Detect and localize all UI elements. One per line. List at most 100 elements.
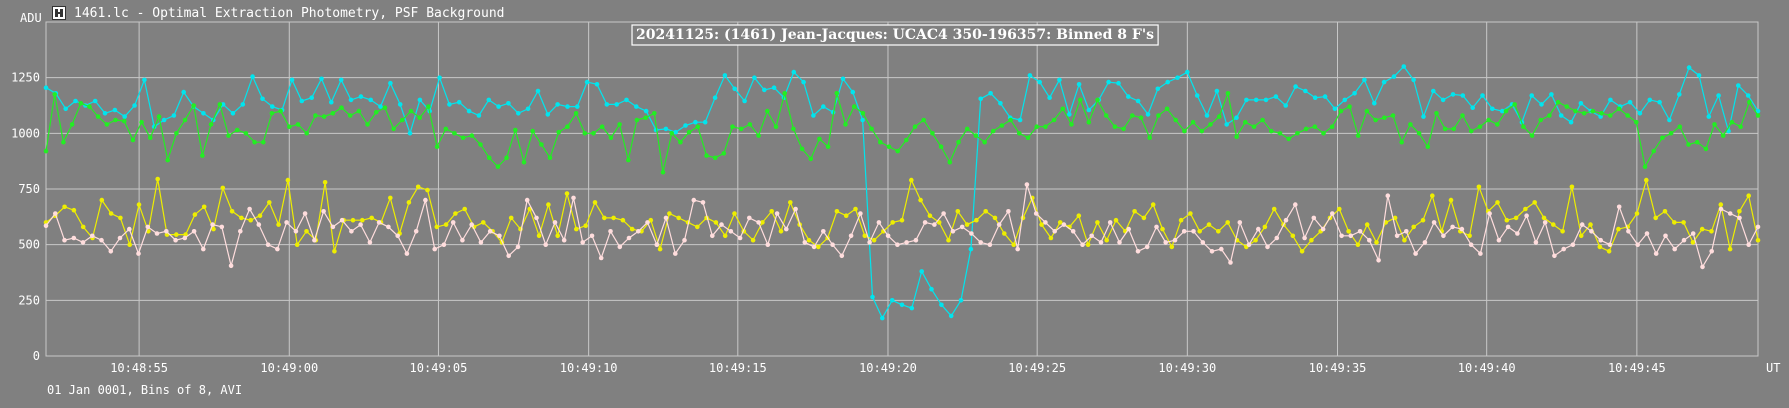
data-point: [1690, 231, 1696, 236]
data-point: [1681, 220, 1686, 225]
data-point: [1190, 119, 1196, 125]
data-point: [969, 231, 974, 236]
data-point: [774, 211, 780, 216]
data-point: [358, 222, 363, 227]
data-point: [239, 215, 244, 221]
data-point: [1662, 209, 1668, 214]
data-point: [1290, 233, 1296, 239]
data-point: [220, 185, 226, 191]
x-tick-label: 10:49:45: [1608, 361, 1666, 375]
data-point: [269, 111, 275, 116]
data-point: [260, 96, 265, 102]
data-point: [561, 237, 567, 243]
data-point: [1085, 242, 1091, 247]
data-point: [113, 117, 118, 123]
data-point: [851, 104, 857, 109]
data-point: [118, 215, 123, 221]
title-bar: 1461.lc - Optimal Extraction Photometry,…: [0, 0, 504, 26]
data-point: [1052, 229, 1057, 234]
data-point: [996, 222, 1002, 227]
data-point: [447, 102, 452, 107]
data-point: [481, 220, 486, 225]
data-point: [843, 122, 848, 127]
data-point: [1321, 131, 1326, 136]
data-point: [1204, 113, 1210, 118]
data-point: [860, 117, 865, 123]
data-point: [1718, 206, 1724, 212]
data-point: [938, 144, 944, 149]
data-point: [1224, 122, 1229, 127]
data-point: [1597, 244, 1603, 250]
data-point: [43, 85, 49, 90]
data-point: [788, 200, 793, 205]
data-point: [614, 102, 619, 107]
data-point: [294, 242, 300, 247]
data-point: [565, 124, 570, 129]
data-point: [1686, 65, 1692, 70]
data-point: [1564, 104, 1570, 109]
data-point: [1755, 108, 1761, 114]
data-point: [1737, 215, 1742, 221]
data-point: [1311, 215, 1317, 221]
data-point: [1542, 220, 1548, 225]
data-point: [778, 229, 784, 234]
data-point: [1499, 108, 1505, 114]
data-point: [1332, 106, 1338, 112]
data-point: [1515, 231, 1520, 236]
data-point: [1293, 202, 1298, 207]
data-point: [964, 222, 970, 227]
data-point: [1513, 215, 1519, 221]
data-point: [1598, 237, 1603, 243]
data-point: [386, 224, 391, 230]
data-point: [1647, 97, 1653, 103]
data-point: [1448, 197, 1454, 203]
data-point: [1246, 242, 1252, 247]
data-point: [719, 222, 724, 227]
data-point: [1490, 106, 1495, 112]
data-point: [843, 213, 849, 218]
data-point: [629, 226, 635, 232]
data-point: [478, 142, 483, 147]
data-point: [1015, 246, 1020, 252]
data-point: [1451, 126, 1457, 132]
data-point: [584, 79, 590, 85]
data-point: [895, 242, 900, 247]
data-point: [1024, 182, 1030, 187]
data-point: [840, 76, 846, 82]
data-point: [1373, 117, 1378, 123]
data-point: [839, 253, 845, 259]
data-point: [871, 237, 877, 243]
data-point: [413, 229, 419, 234]
data-point: [573, 111, 579, 116]
data-point: [1067, 112, 1072, 117]
data-point: [552, 220, 558, 225]
data-point: [1402, 237, 1407, 243]
data-point: [360, 217, 365, 223]
data-point: [1002, 231, 1007, 236]
data-point: [1150, 202, 1156, 207]
data-point: [747, 215, 752, 221]
x-tick-label: 10:49:25: [1008, 361, 1066, 375]
data-point: [1626, 229, 1631, 234]
data-point: [1008, 117, 1013, 123]
data-point: [1132, 209, 1137, 214]
data-point: [1727, 211, 1733, 216]
data-point: [1570, 242, 1576, 247]
data-point: [1303, 126, 1309, 132]
data-point: [895, 148, 900, 154]
data-point: [250, 74, 255, 79]
data-point: [1302, 235, 1307, 241]
data-point: [1312, 124, 1318, 129]
data-point: [1256, 226, 1261, 232]
data-point: [148, 135, 153, 141]
data-point: [200, 153, 205, 158]
data-point: [516, 111, 521, 116]
data-point: [1635, 242, 1640, 247]
data-point: [1095, 97, 1100, 103]
data-point: [927, 213, 933, 218]
data-point: [1468, 128, 1474, 134]
data-point: [299, 98, 305, 104]
data-point: [834, 91, 840, 96]
data-point: [476, 113, 482, 118]
window-title: 1461.lc - Optimal Extraction Photometry,…: [74, 5, 505, 21]
